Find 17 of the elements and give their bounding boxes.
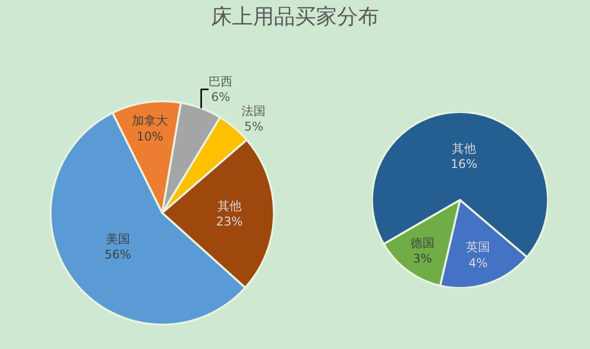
data-label: 4% <box>468 256 488 270</box>
data-label: 5% <box>244 120 264 134</box>
data-label: 23% <box>216 214 243 228</box>
slice-label: 德国 <box>410 236 435 250</box>
slice-label: 加拿大 <box>132 114 168 128</box>
data-label: 16% <box>450 156 478 171</box>
chart-title: 床上用品买家分布 <box>211 4 379 28</box>
slice-label: 法国 <box>242 104 266 118</box>
data-label: 56% <box>104 247 132 262</box>
data-label: 10% <box>136 129 164 144</box>
slice-label: 英国 <box>466 240 490 254</box>
slice-label: 其他 <box>217 198 242 213</box>
slice-label: 美国 <box>106 232 130 246</box>
slice-label: 其他 <box>452 141 476 156</box>
slice-label: 巴西 <box>208 74 233 89</box>
data-label: 6% <box>211 90 230 104</box>
data-label: 3% <box>413 251 432 266</box>
